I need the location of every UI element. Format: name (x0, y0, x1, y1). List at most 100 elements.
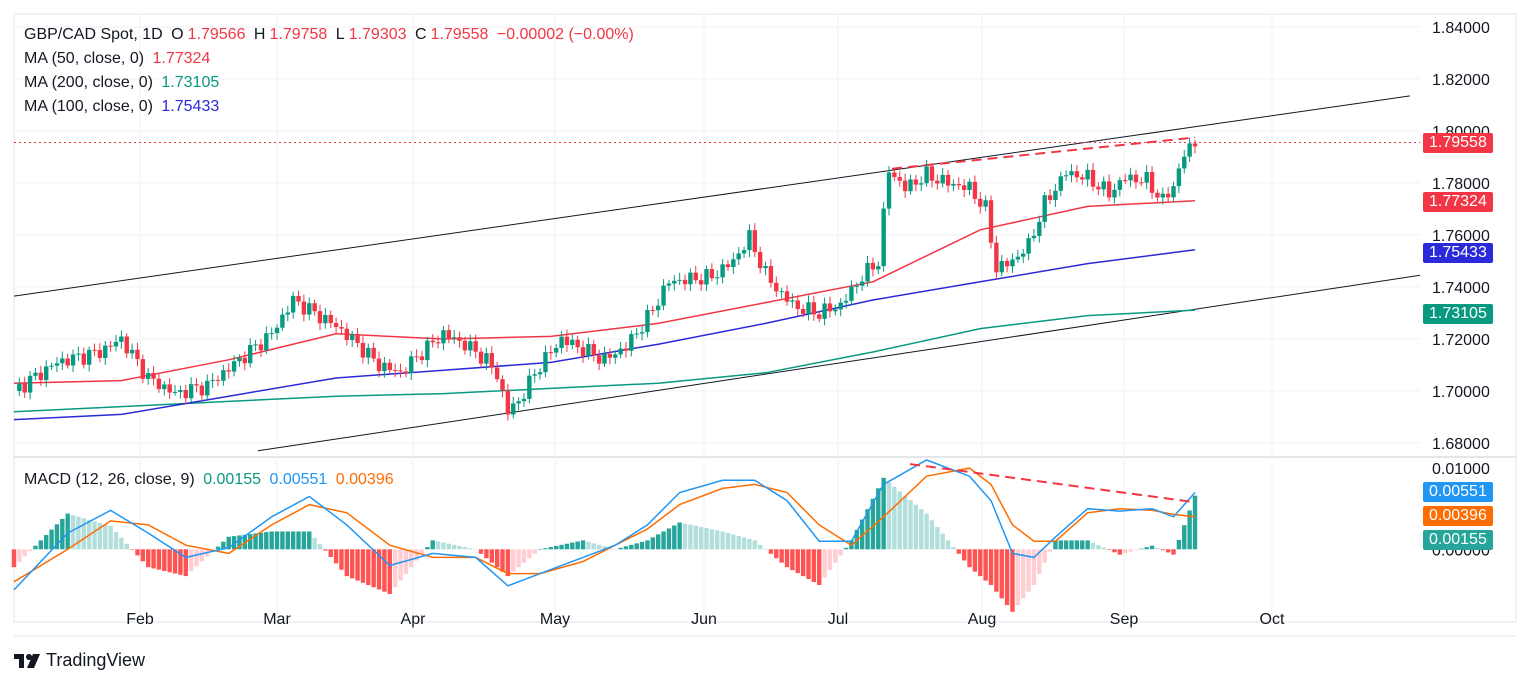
candle-body (940, 174, 945, 184)
candle-body (371, 347, 376, 359)
candle-body (172, 391, 178, 393)
candle-body (457, 337, 462, 341)
macd-histogram-bar (988, 549, 994, 586)
macd-histogram-bar (1101, 547, 1106, 550)
candle-body (607, 353, 613, 358)
candle-body (301, 301, 307, 315)
candle-body (800, 308, 806, 314)
macd-histogram-bar (435, 541, 441, 550)
candle-body (1182, 156, 1187, 169)
macd-histogram-bar (511, 549, 516, 572)
macd-histogram-bar (97, 522, 103, 550)
candle-body (360, 342, 366, 358)
macd-histogram-bar (344, 549, 350, 577)
macd-histogram-bar (859, 519, 865, 550)
candle-body (784, 291, 790, 302)
candle-body (811, 302, 817, 315)
low-label: L (335, 26, 345, 43)
macd-histogram-bar (231, 536, 237, 550)
candle-body (961, 185, 967, 191)
candle-body (596, 355, 602, 364)
macd-histogram-bar (172, 549, 178, 574)
candle-body (639, 332, 645, 334)
macd-histogram-bar (92, 521, 97, 550)
candle-body (1160, 193, 1165, 198)
candle-body (76, 353, 81, 355)
macd-histogram-bar (972, 549, 978, 572)
candle-body (349, 334, 355, 341)
candle-body (162, 384, 167, 390)
candle-body (623, 348, 629, 351)
tradingview-logo[interactable]: TradingView (14, 650, 145, 671)
macd-histogram-bar (1139, 548, 1144, 550)
candle-body (92, 349, 97, 351)
candle-body (285, 312, 290, 315)
candle-body (736, 253, 741, 260)
candle-body (618, 348, 623, 355)
macd-histogram-bar (253, 533, 258, 550)
candle-body (532, 374, 537, 376)
macd-histogram-bar (430, 540, 435, 550)
price-tick-label: 1.74000 (1432, 280, 1490, 297)
candle-body (221, 370, 226, 381)
candle-body (865, 262, 870, 282)
candle-body (747, 230, 752, 251)
macd-histogram-bar (81, 518, 86, 550)
candle-body (113, 341, 119, 347)
macd-histogram-bar (70, 515, 76, 550)
candle-body (210, 379, 215, 381)
macd-histogram-bar (553, 545, 559, 550)
candle-body (1171, 186, 1176, 198)
candle-body (151, 373, 156, 379)
candle-body (119, 336, 124, 342)
macd-histogram-bar (425, 547, 430, 550)
macd-histogram-bar (307, 531, 312, 550)
macd-histogram-bar (650, 537, 656, 550)
macd-histogram-bar (720, 531, 725, 550)
macd-histogram-bar (677, 522, 682, 550)
macd-histogram-bar (140, 549, 146, 562)
candle-body (392, 370, 398, 372)
time-tick-label: May (540, 611, 570, 628)
high-label: H (253, 26, 266, 43)
macd-histogram-bar (258, 532, 264, 550)
candle-body (248, 345, 253, 364)
macd-histogram-bar (1085, 540, 1090, 550)
macd-histogram-bar (1144, 547, 1149, 550)
open-label: O (171, 26, 184, 43)
macd-histogram-bar (537, 549, 543, 550)
channel-lower-line (257, 274, 1421, 452)
macd-histogram-bar (1047, 549, 1053, 552)
macd-histogram-bar (618, 547, 623, 550)
candle-body (580, 347, 586, 357)
macd-histogram-bar (1069, 540, 1074, 550)
candle-body (655, 305, 661, 311)
macd-histogram-bar (473, 549, 478, 550)
candle-body (886, 172, 892, 209)
candle-body (494, 367, 500, 380)
ma50-label: MA (50, close, 0) (24, 50, 145, 67)
macd-histogram-bar (527, 549, 532, 559)
macd-histogram-bar (843, 547, 849, 550)
candle-body (81, 353, 86, 365)
candle-body (570, 339, 575, 345)
candle-body (1144, 172, 1149, 183)
candle-body (129, 349, 135, 354)
macd-histogram-bar (129, 549, 135, 550)
candle-body (752, 230, 758, 252)
candle-body (779, 291, 784, 293)
candle-body (704, 269, 709, 285)
macd-histogram-bar (924, 513, 929, 550)
macd-histogram-bar (468, 548, 473, 550)
macd-histogram-bar (162, 549, 167, 571)
macd-histogram-bar (945, 540, 951, 550)
candle-body (827, 303, 833, 312)
candle-body (913, 179, 919, 185)
candle-body (945, 174, 951, 186)
candle-body (892, 172, 897, 178)
price-tick-label: 1.68000 (1432, 436, 1490, 453)
macd-histogram-bar (167, 549, 172, 573)
candle-body (97, 350, 103, 358)
time-tick-label: Apr (401, 611, 427, 628)
